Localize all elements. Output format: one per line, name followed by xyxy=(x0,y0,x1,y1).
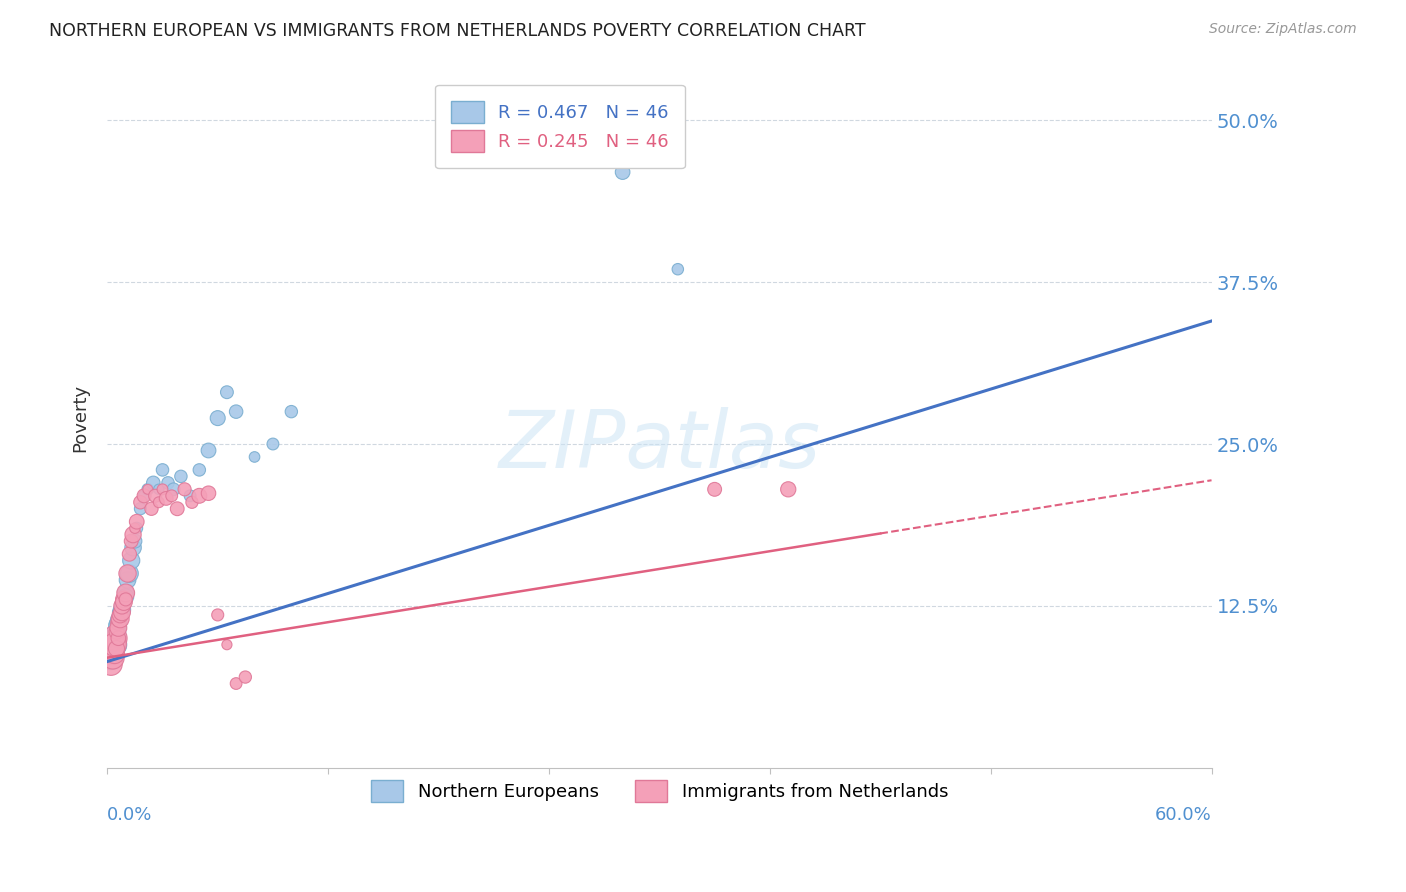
Point xyxy=(100,644,122,658)
Point xyxy=(105,624,128,639)
Point xyxy=(111,605,134,619)
Point xyxy=(215,638,238,652)
Point xyxy=(170,469,193,483)
Point xyxy=(104,631,127,645)
Point xyxy=(101,638,124,652)
Point xyxy=(105,624,128,639)
Point xyxy=(280,404,302,418)
Point xyxy=(136,483,159,497)
Point xyxy=(105,633,128,648)
Point xyxy=(188,489,211,503)
Point xyxy=(108,607,131,622)
Point xyxy=(181,495,204,509)
Point xyxy=(122,541,145,555)
Point xyxy=(100,657,122,672)
Point xyxy=(101,644,124,658)
Point xyxy=(108,612,131,626)
Point xyxy=(105,641,128,656)
Point xyxy=(104,631,127,645)
Point xyxy=(112,595,135,609)
Point xyxy=(120,553,142,567)
Point xyxy=(107,631,129,645)
Point xyxy=(152,463,174,477)
Point xyxy=(129,495,152,509)
Point xyxy=(666,262,689,277)
Point xyxy=(162,483,184,497)
Point xyxy=(111,599,134,613)
Point xyxy=(117,566,139,581)
Point xyxy=(179,489,201,503)
Point xyxy=(148,483,170,497)
Point xyxy=(173,483,195,497)
Point xyxy=(104,638,127,652)
Point xyxy=(112,592,135,607)
Point xyxy=(105,618,128,632)
Point xyxy=(143,489,166,503)
Point xyxy=(141,501,163,516)
Point xyxy=(188,463,211,477)
Point xyxy=(104,647,127,661)
Point xyxy=(107,621,129,635)
Text: ZIPatlas: ZIPatlas xyxy=(498,407,821,485)
Point xyxy=(166,501,188,516)
Point xyxy=(207,411,229,425)
Point xyxy=(207,607,229,622)
Point xyxy=(111,603,134,617)
Text: 60.0%: 60.0% xyxy=(1154,806,1212,824)
Point xyxy=(120,534,142,549)
Point xyxy=(197,443,219,458)
Point xyxy=(124,521,146,535)
Point xyxy=(114,590,136,604)
Point xyxy=(104,631,127,645)
Y-axis label: Poverty: Poverty xyxy=(72,384,89,452)
Point xyxy=(125,515,148,529)
Point xyxy=(112,592,135,607)
Text: Source: ZipAtlas.com: Source: ZipAtlas.com xyxy=(1209,22,1357,37)
Point xyxy=(107,612,129,626)
Point xyxy=(107,621,129,635)
Point xyxy=(118,566,141,581)
Point xyxy=(101,650,124,665)
Point xyxy=(108,607,131,622)
Point xyxy=(233,670,256,684)
Point xyxy=(703,483,725,497)
Point xyxy=(125,521,148,535)
Point xyxy=(101,638,124,652)
Point xyxy=(114,592,136,607)
Point xyxy=(136,483,159,497)
Point xyxy=(197,486,219,500)
Point xyxy=(107,615,129,630)
Point xyxy=(612,165,634,179)
Legend: Northern Europeans, Immigrants from Netherlands: Northern Europeans, Immigrants from Neth… xyxy=(361,771,957,811)
Text: NORTHERN EUROPEAN VS IMMIGRANTS FROM NETHERLANDS POVERTY CORRELATION CHART: NORTHERN EUROPEAN VS IMMIGRANTS FROM NET… xyxy=(49,22,866,40)
Point xyxy=(112,595,135,609)
Point xyxy=(117,573,139,587)
Point xyxy=(111,599,134,613)
Point xyxy=(262,437,284,451)
Point xyxy=(155,491,177,506)
Point xyxy=(152,483,174,497)
Point xyxy=(778,483,800,497)
Point xyxy=(114,586,136,600)
Point xyxy=(157,475,180,490)
Point xyxy=(129,501,152,516)
Point xyxy=(122,527,145,541)
Text: 0.0%: 0.0% xyxy=(107,806,153,824)
Point xyxy=(108,605,131,619)
Point xyxy=(132,489,155,503)
Point xyxy=(148,495,170,509)
Point xyxy=(104,638,127,652)
Point xyxy=(142,475,165,490)
Point xyxy=(118,547,141,561)
Point xyxy=(225,676,247,690)
Point xyxy=(100,650,122,665)
Point xyxy=(160,489,183,503)
Point xyxy=(225,404,247,418)
Point xyxy=(243,450,266,464)
Point xyxy=(215,385,238,400)
Point xyxy=(132,489,155,503)
Point xyxy=(107,615,129,630)
Point xyxy=(124,534,146,549)
Point xyxy=(114,586,136,600)
